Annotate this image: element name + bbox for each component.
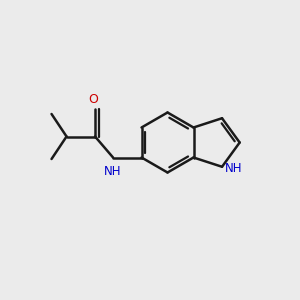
Text: NH: NH bbox=[224, 162, 242, 175]
Text: NH: NH bbox=[104, 165, 121, 178]
Text: O: O bbox=[88, 93, 98, 106]
